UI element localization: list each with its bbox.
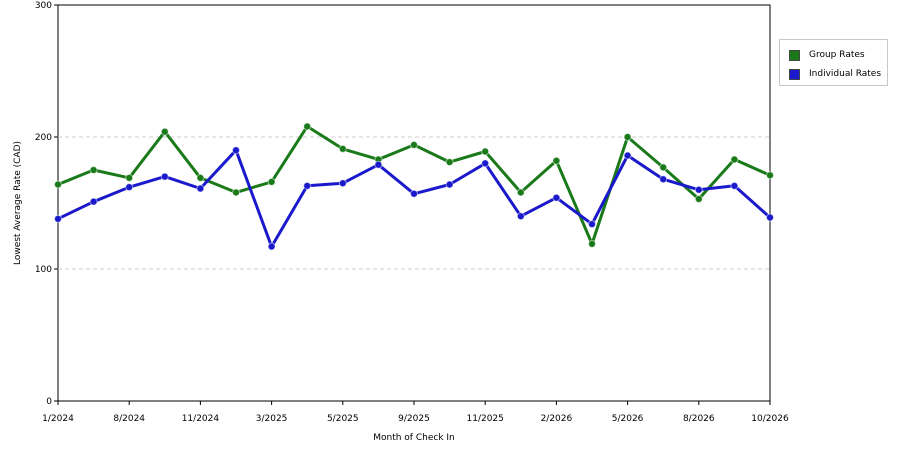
data-point-group-rates xyxy=(623,133,632,141)
data-point-group-rates xyxy=(410,140,418,149)
data-point-individual-rates xyxy=(445,180,454,189)
x-axis-ticks: 1/2024 8/2024 11/2024 3/2025 5/2025 9/2025 11/… xyxy=(42,401,789,424)
legend-item-individual-rates: Individual Rates xyxy=(789,67,881,81)
data-point-individual-rates xyxy=(374,160,383,169)
data-point-individual-rates xyxy=(196,184,205,193)
legend-item-group-rates: Group Rates xyxy=(789,48,865,62)
data-point-group-rates xyxy=(267,177,276,186)
data-point-group-rates xyxy=(196,173,205,182)
y-tick-label: 300 xyxy=(35,1,52,11)
x-tick-label: 11/2025 xyxy=(467,414,504,424)
data-point-individual-rates xyxy=(659,175,668,184)
data-point-group-rates xyxy=(445,158,454,167)
x-tick-label: 2/2026 xyxy=(541,414,573,424)
x-tick-label: 11/2024 xyxy=(182,414,220,424)
x-tick-label: 8/2026 xyxy=(683,414,715,424)
data-point-individual-rates xyxy=(552,193,561,202)
y-tick-label: 200 xyxy=(35,133,52,143)
data-point-individual-rates xyxy=(160,172,169,181)
data-point-individual-rates xyxy=(232,146,240,155)
series-group-rates xyxy=(54,122,774,248)
x-tick-label: 1/2024 xyxy=(42,414,74,424)
data-point-individual-rates xyxy=(766,213,774,222)
data-point-group-rates xyxy=(766,171,774,180)
data-point-group-rates xyxy=(694,195,703,204)
x-tick-label: 9/2025 xyxy=(398,414,430,424)
data-point-individual-rates xyxy=(303,181,312,190)
x-axis-title: Month of Check In xyxy=(373,433,455,443)
y-axis-ticks: 0 100 200 300 xyxy=(35,1,58,407)
legend-label-group-rates: Group Rates xyxy=(809,50,865,60)
y-tick-label: 100 xyxy=(35,265,52,275)
data-point-group-rates xyxy=(54,180,62,189)
data-point-group-rates xyxy=(160,127,169,136)
x-tick-label: 8/2024 xyxy=(113,414,145,424)
data-point-individual-rates xyxy=(410,189,418,198)
x-tick-label: 5/2026 xyxy=(612,414,644,424)
data-point-individual-rates xyxy=(730,181,739,190)
data-point-individual-rates xyxy=(54,214,62,223)
data-point-individual-rates xyxy=(588,220,596,229)
x-tick-label: 3/2025 xyxy=(256,414,288,424)
data-point-group-rates xyxy=(303,122,312,131)
plot-area xyxy=(57,4,771,402)
y-tick-label: 0 xyxy=(46,397,52,407)
data-point-group-rates xyxy=(552,156,561,165)
data-point-individual-rates xyxy=(267,242,276,251)
data-point-individual-rates xyxy=(623,151,632,160)
y-axis-title: Lowest Average Rate (CAD) xyxy=(13,141,23,265)
data-point-group-rates xyxy=(659,163,668,172)
data-point-group-rates xyxy=(232,188,240,197)
x-tick-label: 10/2026 xyxy=(751,414,789,424)
data-point-individual-rates xyxy=(694,185,703,194)
data-point-individual-rates xyxy=(481,159,490,168)
data-point-individual-rates xyxy=(338,179,347,188)
data-point-individual-rates xyxy=(89,197,98,206)
legend-swatch-group-rates xyxy=(789,49,800,61)
x-tick-label: 5/2025 xyxy=(327,414,359,424)
data-point-group-rates xyxy=(730,155,739,164)
data-point-group-rates xyxy=(516,188,525,197)
data-point-group-rates xyxy=(125,173,134,182)
data-point-group-rates xyxy=(338,144,347,153)
data-point-group-rates xyxy=(588,239,596,248)
legend-label-individual-rates: Individual Rates xyxy=(809,69,882,79)
data-point-individual-rates xyxy=(516,212,525,221)
legend-swatch-individual-rates xyxy=(789,68,800,80)
data-point-group-rates xyxy=(89,166,98,174)
data-point-individual-rates xyxy=(125,183,134,192)
chart-legend: Group Rates Individual Rates xyxy=(779,39,888,86)
data-point-group-rates xyxy=(481,147,490,156)
series-individual-rates xyxy=(54,146,774,251)
series-lines xyxy=(54,122,774,251)
